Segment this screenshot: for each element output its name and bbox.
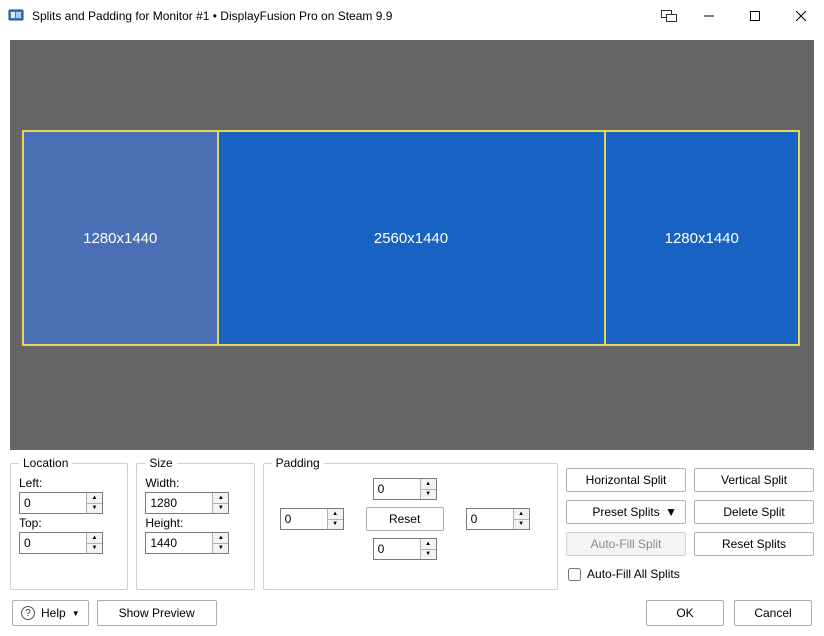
location-group: Location Left: ▲▼ Top: ▲▼ <box>10 456 128 590</box>
height-spinner[interactable]: ▲▼ <box>145 532 229 554</box>
split-region[interactable]: 2560x1440 <box>218 131 605 345</box>
padding-reset-button[interactable]: Reset <box>366 507 444 531</box>
padding-group: Padding ▲▼ ▲▼ Reset ▲▼ <box>263 456 558 590</box>
size-group: Size Width: ▲▼ Height: ▲▼ <box>136 456 254 590</box>
auto-fill-all-checkbox-row[interactable]: Auto-Fill All Splits <box>566 564 814 584</box>
spin-up-icon[interactable]: ▲ <box>87 533 102 544</box>
spin-up-icon[interactable]: ▲ <box>328 509 343 520</box>
monitor-profile-icon[interactable] <box>658 0 680 32</box>
padding-top-input[interactable] <box>374 479 420 499</box>
split-region[interactable]: 1280x1440 <box>605 131 800 345</box>
preset-splits-label: Preset Splits <box>592 505 659 519</box>
spin-up-icon[interactable]: ▲ <box>421 479 436 490</box>
width-input[interactable] <box>146 493 212 513</box>
padding-top-spinner[interactable]: ▲▼ <box>373 478 437 500</box>
padding-bottom-spinner[interactable]: ▲▼ <box>373 538 437 560</box>
top-label: Top: <box>19 516 119 530</box>
dialog-footer: ? Help ▼ Show Preview OK Cancel <box>10 600 814 626</box>
title-bar: Splits and Padding for Monitor #1 • Disp… <box>0 0 824 32</box>
padding-left-input[interactable] <box>281 509 327 529</box>
width-label: Width: <box>145 476 245 490</box>
width-spinner[interactable]: ▲▼ <box>145 492 229 514</box>
monitor-outline: 1280x14402560x14401280x1440 <box>22 130 800 346</box>
spin-down-icon[interactable]: ▼ <box>213 504 228 514</box>
top-input[interactable] <box>20 533 86 553</box>
left-input[interactable] <box>20 493 86 513</box>
caret-down-icon: ▼ <box>72 609 80 618</box>
cancel-button[interactable]: Cancel <box>734 600 812 626</box>
help-icon: ? <box>21 606 35 620</box>
spin-down-icon[interactable]: ▼ <box>213 544 228 554</box>
left-label: Left: <box>19 476 119 490</box>
height-input[interactable] <box>146 533 212 553</box>
top-spinner[interactable]: ▲▼ <box>19 532 103 554</box>
spin-up-icon[interactable]: ▲ <box>213 493 228 504</box>
auto-fill-all-checkbox[interactable] <box>568 568 581 581</box>
location-legend: Location <box>19 456 72 470</box>
ok-button[interactable]: OK <box>646 600 724 626</box>
spin-up-icon[interactable]: ▲ <box>87 493 102 504</box>
help-dropdown-button[interactable]: ? Help ▼ <box>12 600 89 626</box>
app-icon <box>8 8 24 24</box>
split-region[interactable]: 1280x1440 <box>23 131 218 345</box>
spin-down-icon[interactable]: ▼ <box>421 550 436 560</box>
preset-splits-dropdown[interactable]: Preset Splits ▼ <box>566 500 686 524</box>
spin-down-icon[interactable]: ▼ <box>421 490 436 500</box>
spin-up-icon[interactable]: ▲ <box>514 509 529 520</box>
caret-down-icon: ▼ <box>665 505 677 519</box>
spin-down-icon[interactable]: ▼ <box>87 544 102 554</box>
padding-legend: Padding <box>272 456 324 470</box>
maximize-button[interactable] <box>732 0 778 32</box>
spin-down-icon[interactable]: ▼ <box>328 520 343 530</box>
split-actions-group: Horizontal Split Vertical Split Preset S… <box>566 456 814 590</box>
close-button[interactable] <box>778 0 824 32</box>
size-legend: Size <box>145 456 176 470</box>
spin-up-icon[interactable]: ▲ <box>421 539 436 550</box>
auto-fill-all-label: Auto-Fill All Splits <box>587 567 680 581</box>
spin-down-icon[interactable]: ▼ <box>514 520 529 530</box>
spin-down-icon[interactable]: ▼ <box>87 504 102 514</box>
minimize-button[interactable] <box>686 0 732 32</box>
window-title: Splits and Padding for Monitor #1 • Disp… <box>32 9 392 23</box>
padding-bottom-input[interactable] <box>374 539 420 559</box>
reset-splits-button[interactable]: Reset Splits <box>694 532 814 556</box>
delete-split-button[interactable]: Delete Split <box>694 500 814 524</box>
horizontal-split-button[interactable]: Horizontal Split <box>566 468 686 492</box>
padding-right-input[interactable] <box>467 509 513 529</box>
left-spinner[interactable]: ▲▼ <box>19 492 103 514</box>
spin-up-icon[interactable]: ▲ <box>213 533 228 544</box>
show-preview-button[interactable]: Show Preview <box>97 600 217 626</box>
padding-right-spinner[interactable]: ▲▼ <box>466 508 530 530</box>
padding-left-spinner[interactable]: ▲▼ <box>280 508 344 530</box>
splits-preview-canvas[interactable]: 1280x14402560x14401280x1440 <box>10 40 814 450</box>
height-label: Height: <box>145 516 245 530</box>
vertical-split-button[interactable]: Vertical Split <box>694 468 814 492</box>
help-label: Help <box>41 606 66 620</box>
auto-fill-split-button[interactable]: Auto-Fill Split <box>566 532 686 556</box>
